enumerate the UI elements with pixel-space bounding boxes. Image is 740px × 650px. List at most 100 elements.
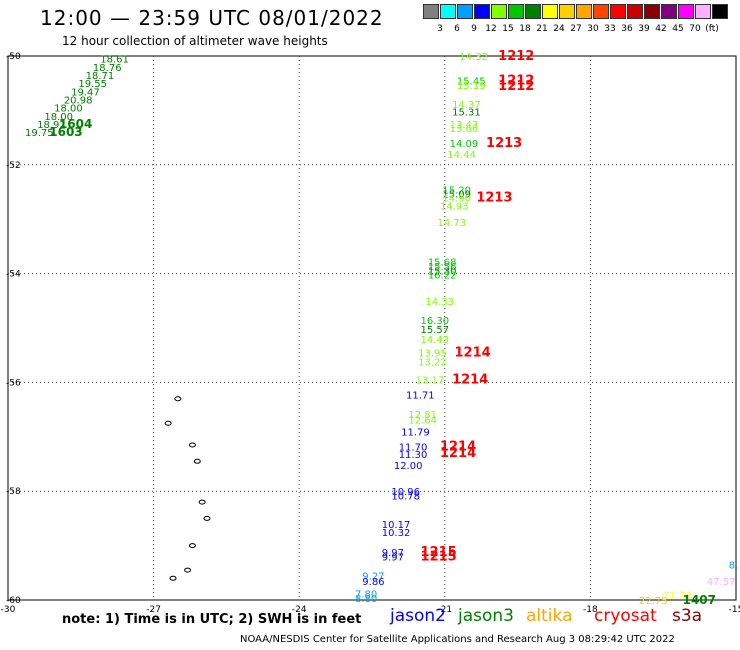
wave-height-label: 14.90 — [442, 193, 471, 204]
wave-height-label: 15.57 — [421, 325, 450, 336]
scale-label: 70 — [689, 24, 701, 34]
legend-cryosat: cryosat — [594, 606, 657, 626]
y-tick-label: -52 — [6, 161, 21, 171]
scale-swatch — [423, 4, 439, 19]
wave-height-label: 9.86 — [362, 577, 384, 588]
footnote: note: 1) Time is in UTC; 2) SWH is in fe… — [62, 612, 362, 627]
y-tick-label: -54 — [6, 270, 21, 280]
legend-jason2: jason2 — [390, 606, 446, 626]
wave-height-label: 1407 — [683, 593, 716, 607]
y-tick-label: -60 — [6, 596, 21, 606]
wave-height-label: 1603 — [49, 125, 82, 139]
page-title: 12:00 — 23:59 UTC 08/01/2022 — [40, 6, 384, 30]
wave-height-label: 11.79 — [401, 427, 430, 438]
wave-height-label: 14.73 — [438, 218, 467, 229]
wave-height-label: 11.70 — [399, 443, 428, 454]
wave-height-label: 1213 — [476, 190, 512, 205]
wave-height-label: 13.22 — [418, 358, 447, 369]
credit-line: NOAA/NESDIS Center for Satellite Applica… — [240, 634, 675, 645]
island-outline — [193, 458, 201, 464]
scale-swatch — [508, 4, 524, 19]
wave-height-label: 7.80 — [355, 589, 377, 600]
wave-height-label: 10.17 — [382, 520, 411, 531]
wave-height-label: 15.09 — [442, 190, 471, 201]
scale-swatch — [559, 4, 575, 19]
wave-height-label: 19.55 — [78, 79, 107, 90]
scale-label: 6 — [454, 24, 460, 34]
x-tick-label: -15 — [729, 605, 740, 615]
wave-height-label: 13.95 — [418, 348, 447, 359]
scale-swatch — [576, 4, 592, 19]
wave-height-label: 9.27 — [362, 572, 384, 583]
wave-height-label: 1214 — [452, 373, 488, 388]
wave-height-label: 13.66 — [450, 124, 479, 135]
scale-swatch — [627, 4, 643, 19]
wave-height-label: 9.97 — [382, 552, 404, 563]
wave-height-label: 15.20 — [442, 185, 471, 196]
wave-height-label: 21.74 — [663, 591, 692, 602]
scale-swatch — [440, 4, 456, 19]
y-tick-label: -58 — [6, 487, 21, 497]
wave-height-label: 19.75 — [25, 128, 54, 139]
wave-height-label: 12.81 — [408, 410, 437, 421]
x-tick-label: -27 — [146, 605, 161, 615]
scale-label: 42 — [655, 24, 667, 34]
wave-height-label: 12.64 — [408, 415, 437, 426]
scale-swatch — [712, 4, 728, 19]
scale-label: 9 — [471, 24, 477, 34]
scale-swatch — [457, 4, 473, 19]
wave-height-label: 16.30 — [421, 316, 450, 327]
wave-height-label: 15.68 — [428, 258, 457, 269]
wave-height-label: 13.43 — [450, 120, 479, 131]
wave-height-label: 10.32 — [382, 528, 411, 539]
x-tick-label: -18 — [583, 605, 598, 615]
x-tick-label: -21 — [437, 605, 452, 615]
wave-height-label: 10.78 — [391, 492, 420, 503]
scale-swatch — [491, 4, 507, 19]
wave-height-label: 1215 — [421, 549, 457, 564]
scale-swatch — [695, 4, 711, 19]
wave-height-label: 14.32 — [459, 52, 488, 63]
scale-swatch — [525, 4, 541, 19]
wave-height-label: 10.96 — [391, 487, 420, 498]
wave-height-label: 1214 — [440, 446, 476, 461]
wave-height-label: 11.30 — [399, 450, 428, 461]
wave-height-label: 22.75 — [639, 596, 668, 607]
wave-height-label: 14.33 — [425, 297, 454, 308]
wave-height-label: 1215 — [421, 545, 457, 560]
wave-height-label: 18.92 — [37, 120, 66, 131]
island-outline — [203, 515, 211, 521]
legend-s3a: s3a — [672, 606, 703, 626]
scale-swatch — [593, 4, 609, 19]
wave-height-label: 1212 — [498, 79, 534, 94]
island-outline — [198, 499, 206, 505]
y-tick-label: -50 — [6, 52, 21, 62]
scale-label: 45 — [672, 24, 684, 34]
scale-label: 15 — [502, 24, 514, 34]
wave-height-label: 15.30 — [428, 266, 457, 277]
wave-height-label: 18.61 — [100, 55, 129, 66]
scale-label: (ft) — [705, 24, 719, 34]
scale-label: 12 — [485, 24, 497, 34]
scale-label: 27 — [570, 24, 582, 34]
island-outline — [174, 396, 182, 402]
x-tick-label: -30 — [1, 605, 16, 615]
wave-height-label: 1214 — [440, 440, 476, 455]
scale-label: 18 — [519, 24, 531, 34]
wave-height-label: 19.47 — [71, 87, 100, 98]
scale-label: 24 — [553, 24, 565, 34]
wave-height-label: 1212 — [498, 49, 534, 64]
scale-label: 21 — [536, 24, 548, 34]
scale-label: 30 — [587, 24, 599, 34]
wave-height-label: 14.93 — [440, 202, 469, 213]
wave-height-label: 1604 — [59, 117, 92, 131]
x-tick-label: -24 — [292, 605, 307, 615]
island-outline — [164, 420, 172, 426]
wave-height-label: 11.71 — [406, 390, 435, 401]
wave-height-label: 12.00 — [394, 461, 423, 472]
wave-height-label: 15.56 — [428, 262, 457, 273]
scale-swatch — [474, 4, 490, 19]
wave-height-label: 16.22 — [428, 271, 457, 282]
island-outline — [188, 442, 196, 448]
